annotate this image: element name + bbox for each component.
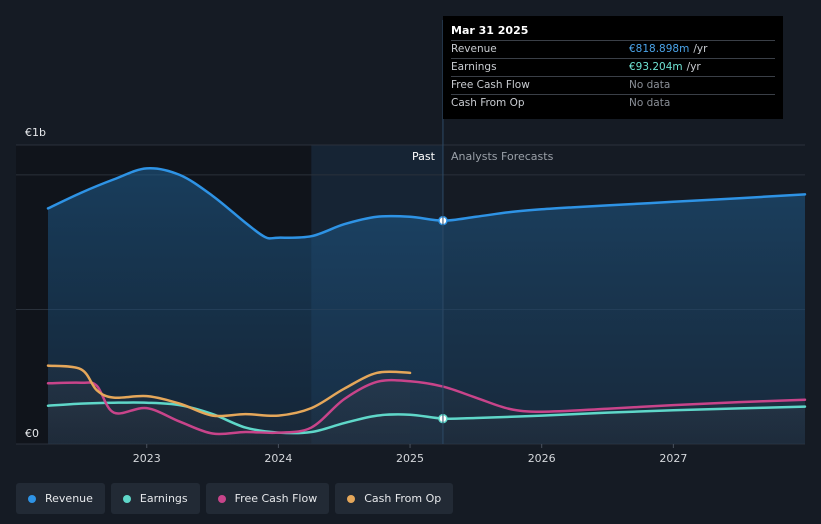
legend-label: Cash From Op [364, 492, 442, 505]
cash-from-op-area [48, 365, 411, 444]
x-tick-label: 2023 [133, 452, 161, 465]
legend-label: Revenue [45, 492, 93, 505]
tooltip-row-label: Revenue [451, 43, 497, 55]
legend-dot-icon [122, 494, 131, 503]
legend-item-cash-from-op[interactable]: Cash From Op [335, 483, 454, 514]
legend-item-revenue[interactable]: Revenue [16, 483, 105, 514]
legend-dot-icon [28, 494, 36, 503]
legend-label: Earnings [139, 492, 188, 505]
tooltip-row-label: Free Cash Flow [451, 79, 530, 91]
tooltip-row-value: €818.898m [629, 43, 690, 55]
tooltip: Mar 31 2025 Revenue €818.898m/yr Earnings €… [443, 16, 783, 119]
legend-item-free-cash-flow[interactable]: Free Cash Flow [205, 483, 330, 514]
y-axis-bottom-label: €0 [25, 427, 39, 440]
forecast-label: Analysts Forecasts [451, 150, 554, 163]
past-label: Past [412, 150, 436, 163]
x-tick-label: 2027 [659, 452, 687, 465]
x-tick-label: 2026 [528, 452, 556, 465]
legend: Revenue Earnings Free Cash Flow Cash From O… [16, 483, 454, 514]
tooltip-row: Free Cash Flow No data [451, 76, 775, 94]
tooltip-row: Cash From Op No data [451, 94, 775, 112]
tooltip-row-label: Cash From Op [451, 97, 525, 109]
tooltip-row-value: No data [629, 97, 671, 109]
tooltip-row: Revenue €818.898m/yr [451, 40, 775, 58]
legend-dot-icon [347, 494, 356, 503]
free-cash-flow-area [48, 380, 805, 444]
y-axis-top-label: €1b [25, 126, 46, 139]
revenue-area [48, 168, 805, 444]
tooltip-row-value: No data [629, 79, 671, 91]
legend-dot-icon [217, 494, 226, 503]
earnings-line [46, 401, 807, 435]
tooltip-row-label: Earnings [451, 61, 497, 73]
x-tick-label: 2024 [264, 452, 292, 465]
tooltip-row: Earnings €93.204m/yr [451, 58, 775, 76]
free-cash-flow-line [46, 378, 807, 436]
tooltip-row-unit: /yr [693, 43, 708, 55]
tooltip-date: Mar 31 2025 [451, 24, 529, 37]
x-tick-label: 2025 [396, 452, 424, 465]
revenue-line [46, 166, 807, 240]
tooltip-row-unit: /yr [686, 61, 701, 73]
cash-from-op-line [46, 364, 412, 418]
tooltip-row-value: €93.204m [629, 61, 683, 73]
legend-label: Free Cash Flow [234, 492, 318, 505]
legend-item-earnings[interactable]: Earnings [110, 483, 200, 514]
